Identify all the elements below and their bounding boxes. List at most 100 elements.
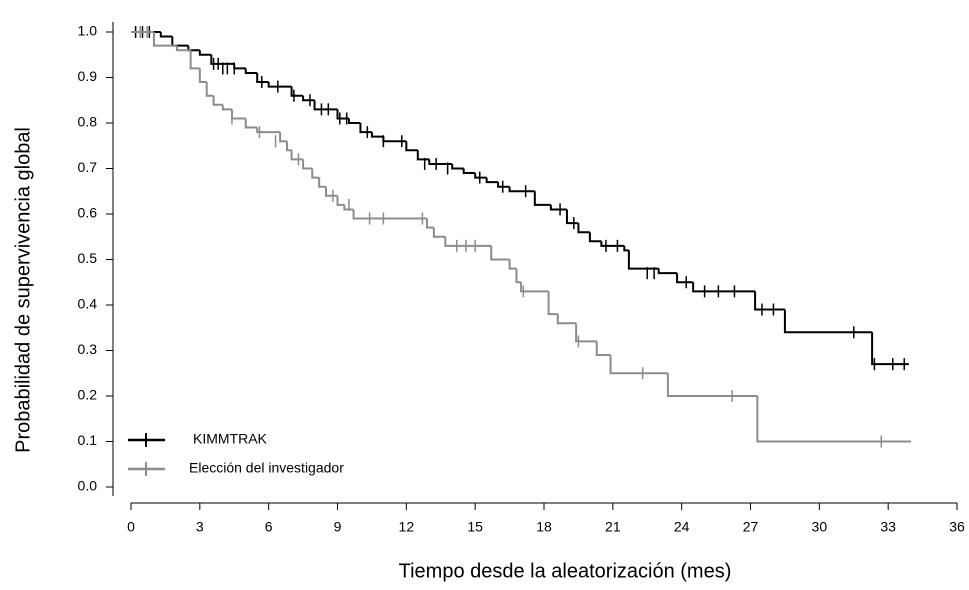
survival-step	[198, 50, 212, 56]
x-tick-label: 0	[127, 519, 135, 535]
survival-step	[318, 177, 327, 188]
survival-step	[370, 132, 384, 138]
survival-step	[588, 232, 602, 243]
survival-step	[692, 282, 756, 293]
y-axis-title: Probabilidad de supervivencia global	[12, 127, 34, 453]
survival-step	[627, 250, 659, 270]
survival-step	[244, 118, 258, 129]
survival-step	[267, 82, 292, 88]
survival-step	[198, 68, 207, 84]
x-tick-label: 9	[334, 519, 342, 535]
survival-step	[311, 168, 320, 179]
survival-step	[485, 177, 499, 184]
survival-step	[451, 163, 464, 170]
survival-step	[212, 95, 223, 106]
y-tick-label: 0.1	[78, 432, 98, 448]
survival-step	[233, 63, 246, 70]
survival-step	[256, 72, 269, 84]
survival-step	[666, 373, 758, 397]
survival-step	[313, 100, 338, 111]
y-tick-label: 0.2	[78, 387, 98, 403]
y-tick-label: 0.7	[78, 159, 98, 175]
survival-step	[508, 259, 517, 270]
survival-step	[405, 141, 418, 152]
survival-step	[347, 118, 361, 124]
survival-step	[302, 95, 315, 102]
y-tick-label: 1.0	[78, 23, 98, 39]
survival-step	[432, 227, 446, 238]
survival-step	[189, 50, 200, 70]
survival-step	[575, 323, 597, 343]
x-tick-label: 30	[812, 519, 828, 535]
survival-step	[547, 291, 558, 316]
survival-step	[244, 68, 258, 74]
x-axis-title: Tiempo desde la aleatorización (mes)	[399, 560, 732, 582]
survival-step	[533, 191, 551, 206]
survival-step	[520, 282, 549, 293]
survival-step	[549, 204, 567, 211]
survival-step	[490, 245, 510, 261]
x-tick-label: 27	[743, 519, 759, 535]
survival-step	[359, 123, 372, 134]
x-tick-label: 12	[399, 519, 415, 535]
survival-step	[556, 314, 577, 325]
legend-label: Elección del investigador	[189, 460, 344, 476]
legend-label: KIMMTRAK	[193, 431, 268, 447]
survival-step	[428, 159, 453, 165]
survival-step	[754, 291, 785, 311]
x-tick-label: 6	[265, 519, 273, 535]
survival-step	[508, 186, 535, 193]
survival-step	[205, 82, 214, 97]
survival-step	[302, 159, 313, 170]
survival-step	[286, 141, 292, 152]
survival-step	[343, 204, 354, 211]
survival-step	[756, 396, 912, 443]
survival-step	[474, 173, 487, 179]
survival-step	[290, 150, 304, 161]
y-tick-label: 0.4	[78, 296, 98, 312]
survival-step	[336, 109, 349, 120]
survival-step	[416, 150, 430, 161]
y-tick-label: 0.3	[78, 341, 98, 357]
x-tick-label: 15	[467, 519, 483, 535]
y-tick-label: 0.8	[78, 114, 98, 130]
survival-step	[565, 209, 579, 225]
survival-step	[425, 218, 434, 229]
survival-step	[210, 54, 235, 65]
survival-step	[325, 186, 338, 197]
survival-step	[221, 104, 232, 111]
survival-step	[444, 236, 492, 247]
survival-step	[783, 309, 873, 334]
x-tick-label: 24	[674, 519, 690, 535]
survival-step	[152, 32, 177, 47]
survival-step	[175, 45, 191, 52]
survival-step	[515, 268, 522, 284]
survival-step	[609, 355, 668, 375]
survival-step	[230, 109, 246, 120]
survival-step	[290, 86, 304, 97]
survival-step	[279, 132, 288, 143]
survival-step	[871, 332, 909, 366]
survival-step	[577, 223, 590, 234]
x-tick-label: 3	[196, 519, 204, 535]
x-tick-label: 18	[536, 519, 552, 535]
survival-step	[600, 241, 625, 247]
survival-step	[657, 268, 678, 275]
survival-step	[256, 127, 281, 134]
y-tick-label: 0.0	[78, 478, 98, 494]
survival-step	[352, 209, 427, 220]
y-tick-label: 0.5	[78, 250, 98, 266]
survival-step	[595, 341, 611, 357]
y-tick-label: 0.6	[78, 205, 98, 221]
survival-step	[336, 195, 345, 206]
survival-step	[462, 168, 476, 175]
x-tick-label: 21	[605, 519, 621, 535]
survival-step	[623, 245, 629, 252]
survival-step	[171, 36, 189, 47]
x-tick-label: 33	[880, 519, 896, 535]
survival-step	[676, 273, 694, 284]
survival-step	[497, 182, 510, 188]
x-tick-label: 36	[949, 519, 965, 535]
y-tick-label: 0.9	[78, 68, 98, 84]
